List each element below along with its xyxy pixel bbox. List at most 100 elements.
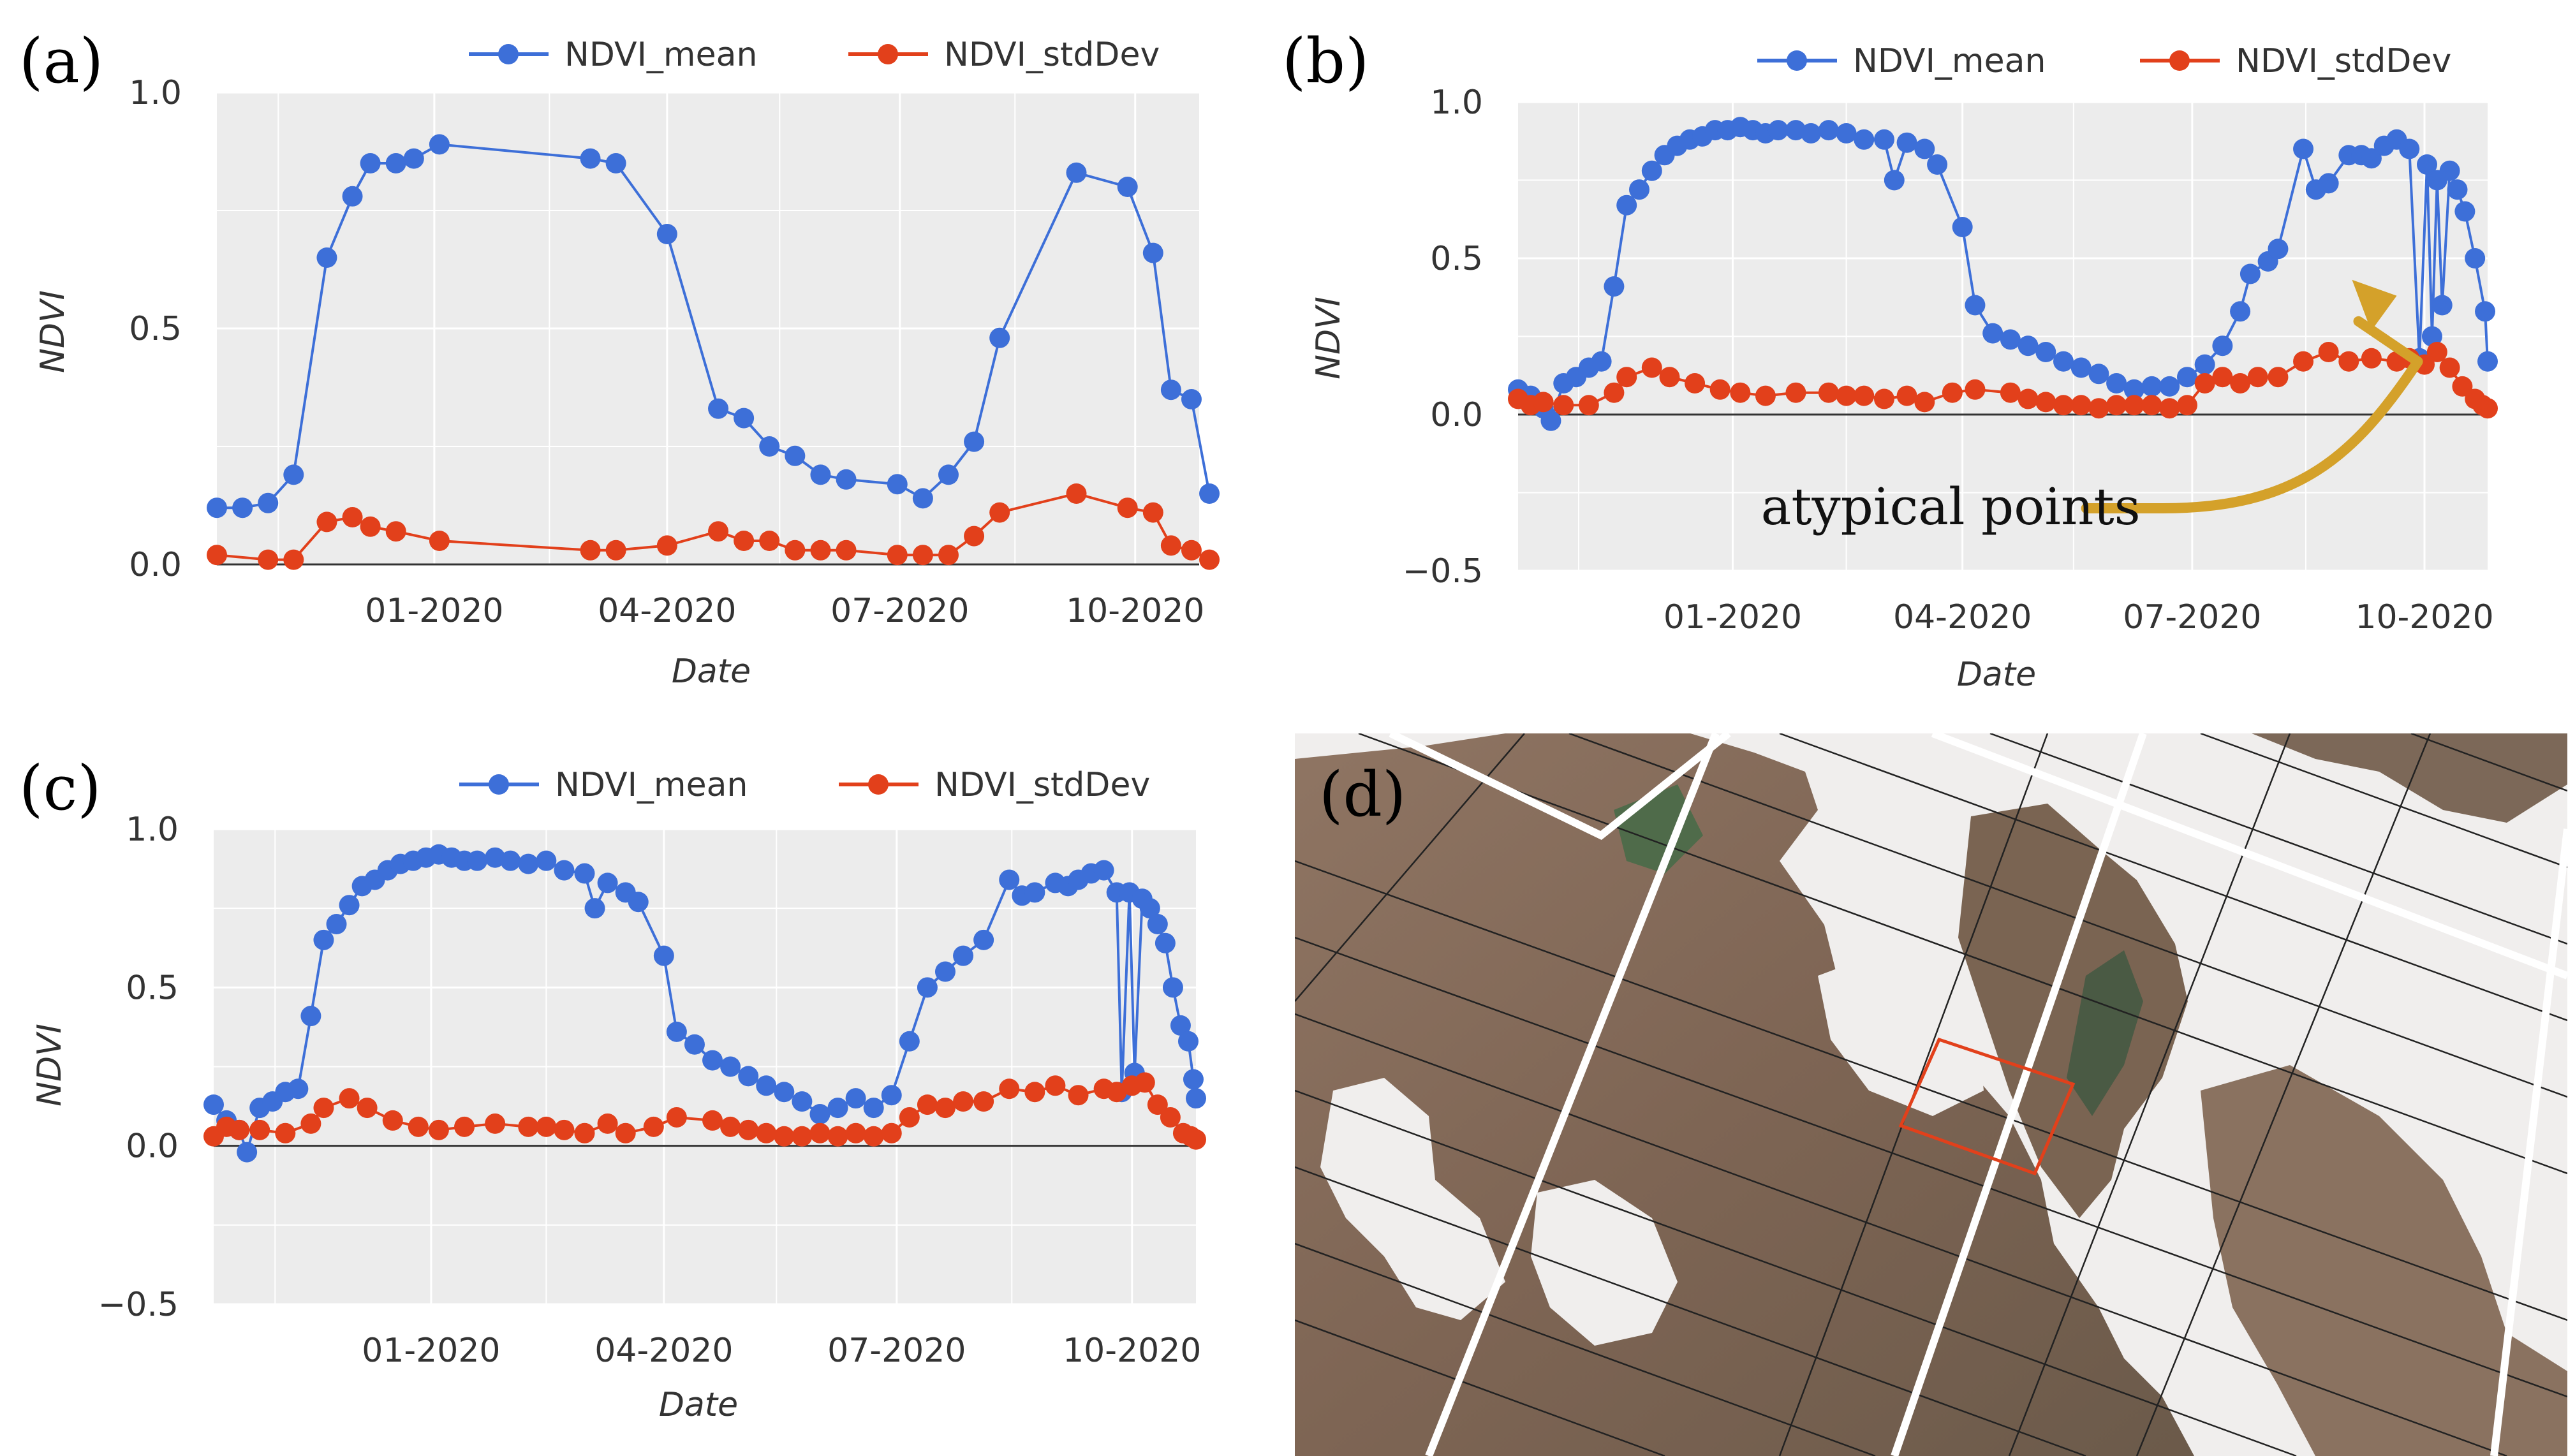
data-point-mean bbox=[1854, 129, 1875, 150]
legend-std-marker bbox=[868, 774, 889, 795]
data-point-mean bbox=[574, 863, 595, 884]
x-tick-label: 04-2020 bbox=[1893, 598, 2032, 636]
data-point-stddev bbox=[1160, 535, 1181, 556]
data-point-mean bbox=[738, 1066, 759, 1087]
data-point-stddev bbox=[1730, 382, 1751, 403]
data-point-mean bbox=[2212, 335, 2233, 357]
data-point-mean bbox=[845, 1088, 866, 1109]
data-point-mean bbox=[1142, 242, 1163, 263]
data-point-stddev bbox=[1533, 392, 1554, 413]
legend-c: NDVI_mean NDVI_stdDev bbox=[459, 766, 1150, 804]
data-point-mean bbox=[1024, 882, 1045, 903]
data-point-mean bbox=[708, 398, 729, 419]
data-point-stddev bbox=[2247, 367, 2268, 388]
data-point-stddev bbox=[2018, 388, 2039, 409]
data-point-stddev bbox=[574, 1122, 595, 1143]
legend-mean-label: NDVI_mean bbox=[555, 766, 748, 804]
panel-a: (a) NDVI_mean NDVI_stdDev 0.0 0.5 1.0 01-20… bbox=[0, 0, 1269, 708]
data-point-stddev bbox=[881, 1122, 902, 1143]
data-point-stddev bbox=[536, 1116, 557, 1137]
x-tick-label: 04-2020 bbox=[594, 1332, 733, 1370]
data-point-mean bbox=[1818, 120, 1839, 141]
panel-label-d: (d) bbox=[1319, 759, 1406, 830]
y-axis-title-c: NDVI bbox=[31, 1024, 69, 1107]
data-point-mean bbox=[1162, 977, 1183, 998]
data-point-mean bbox=[2159, 376, 2180, 397]
data-point-stddev bbox=[1117, 497, 1138, 518]
data-point-stddev bbox=[249, 1119, 270, 1140]
data-point-mean bbox=[203, 1094, 224, 1115]
data-point-stddev bbox=[2088, 398, 2109, 419]
data-point-stddev bbox=[357, 1098, 378, 1119]
data-point-mean bbox=[973, 929, 994, 950]
data-point-stddev bbox=[1199, 549, 1220, 570]
data-point-stddev bbox=[2159, 398, 2180, 419]
data-point-stddev bbox=[1785, 382, 1806, 403]
data-point-mean bbox=[1186, 1088, 1206, 1109]
field-area-right bbox=[1958, 804, 2188, 1218]
data-point-stddev bbox=[615, 1122, 636, 1143]
data-point-stddev bbox=[809, 1122, 830, 1143]
data-point-stddev bbox=[1134, 1072, 1155, 1093]
data-point-stddev bbox=[656, 535, 677, 556]
data-point-stddev bbox=[454, 1116, 475, 1137]
data-point-stddev bbox=[2141, 395, 2162, 416]
data-point-stddev bbox=[1914, 392, 1935, 413]
field-area-top-right bbox=[2252, 733, 2567, 823]
data-point-mean bbox=[989, 327, 1010, 348]
plot-area-c: −0.5 0.0 0.5 1.0 01-2020 04-2020 07-2020 10-202… bbox=[98, 811, 1206, 1370]
data-point-stddev bbox=[863, 1126, 884, 1147]
data-point-mean bbox=[756, 1075, 777, 1096]
x-tick-label: 10-2020 bbox=[1066, 592, 1204, 630]
data-point-stddev bbox=[1068, 1085, 1089, 1106]
data-point-stddev bbox=[1181, 540, 1202, 561]
data-point-stddev bbox=[1147, 1094, 1168, 1115]
plot-area-a: 0.0 0.5 1.0 01-2020 04-2020 07-2020 10-2020 bbox=[129, 74, 1220, 630]
legend-std-label: NDVI_stdDev bbox=[2236, 42, 2451, 80]
chart-a: NDVI_mean NDVI_stdDev 0.0 0.5 1.0 01-2020 04… bbox=[34, 36, 1220, 691]
data-point-stddev bbox=[2212, 367, 2233, 388]
data-point-stddev bbox=[360, 516, 381, 537]
data-point-mean bbox=[2106, 373, 2127, 393]
data-point-stddev bbox=[2106, 395, 2127, 416]
data-point-mean bbox=[2465, 248, 2486, 268]
data-point-mean bbox=[554, 860, 575, 881]
annotation-label: atypical points bbox=[1761, 477, 2141, 536]
data-point-stddev bbox=[316, 511, 337, 533]
data-point-stddev bbox=[2477, 398, 2498, 419]
data-point-mean bbox=[2318, 173, 2339, 194]
data-point-stddev bbox=[518, 1116, 539, 1137]
data-point-stddev bbox=[1616, 367, 1637, 388]
legend-std-label: NDVI_stdDev bbox=[934, 766, 1150, 804]
data-point-stddev bbox=[429, 531, 450, 551]
data-point-mean bbox=[1170, 1015, 1191, 1036]
data-point-stddev bbox=[207, 545, 227, 566]
vegetation-edge bbox=[2067, 950, 2143, 1116]
data-point-stddev bbox=[738, 1119, 759, 1140]
data-point-stddev bbox=[2035, 392, 2056, 413]
y-tick-label: 0.5 bbox=[1430, 240, 1483, 278]
data-point-mean bbox=[326, 914, 347, 934]
data-point-mean bbox=[1147, 914, 1168, 934]
data-point-mean bbox=[684, 1034, 705, 1055]
data-point-mean bbox=[999, 869, 1020, 890]
field-area-lower-right bbox=[2201, 1065, 2567, 1456]
data-point-stddev bbox=[1836, 385, 1857, 406]
data-point-mean bbox=[1199, 483, 1220, 504]
y-axis-title-a: NDVI bbox=[34, 290, 72, 373]
x-tick-label: 01-2020 bbox=[365, 592, 503, 630]
panel-label-b: (b) bbox=[1282, 26, 1369, 97]
data-point-stddev bbox=[342, 507, 363, 527]
data-point-stddev bbox=[2318, 342, 2339, 362]
data-point-stddev bbox=[1818, 382, 1839, 403]
data-point-stddev bbox=[2053, 395, 2074, 416]
data-point-mean bbox=[300, 1006, 321, 1027]
data-point-mean bbox=[656, 224, 677, 244]
data-point-mean bbox=[863, 1098, 884, 1119]
data-point-mean bbox=[1914, 138, 1935, 159]
annotation-arrow-shaft bbox=[2081, 316, 2423, 513]
satellite-map bbox=[1295, 733, 2567, 1456]
data-point-stddev bbox=[1186, 1129, 1206, 1150]
data-point-stddev bbox=[734, 531, 755, 551]
data-point-stddev bbox=[720, 1116, 741, 1137]
